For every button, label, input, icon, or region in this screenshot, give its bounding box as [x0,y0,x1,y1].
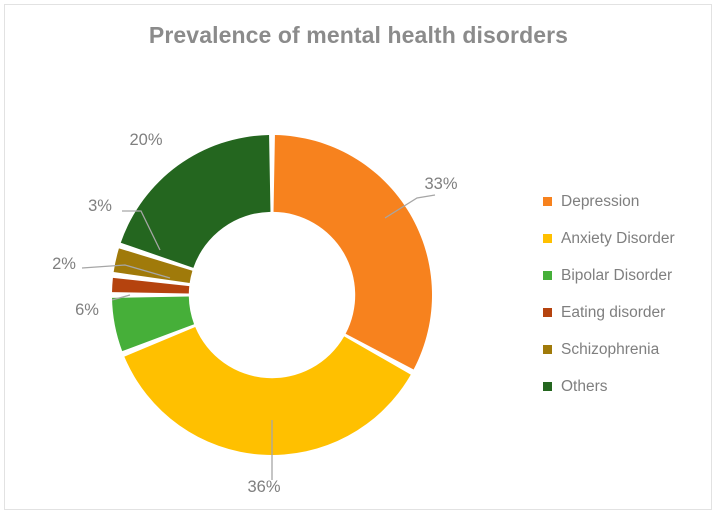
legend-item-label: Depression [561,192,640,210]
doughnut-slice[interactable] [273,135,432,370]
slice-data-label: 3% [88,197,112,215]
legend-swatch-icon [543,308,552,317]
chart-title: Prevalence of mental health disorders [148,22,569,48]
legend-item[interactable]: Others [543,368,703,405]
chart-legend: Depression Anxiety Disorder Bipolar Disord… [543,183,703,405]
legend-item-label: Bipolar Disorder [561,266,673,284]
legend-swatch-icon [543,197,552,206]
slice-data-label: 6% [75,301,99,319]
legend-swatch-icon [543,382,552,391]
leader-line [122,210,161,251]
slice-data-label: 20% [129,131,162,149]
legend-item[interactable]: Bipolar Disorder [543,257,703,294]
legend-item-label: Eating disorder [561,303,666,321]
doughnut-slice[interactable] [112,296,195,352]
slice-data-label: 2% [52,255,76,273]
doughnut-slice[interactable] [112,277,190,294]
legend-item-label: Schizophrenia [561,340,660,358]
leader-line [81,264,171,279]
leader-line-group [81,194,436,480]
legend-item[interactable]: Eating disorder [543,294,703,331]
legend-item-label: Others [561,377,608,395]
legend-item[interactable]: Anxiety Disorder [543,220,703,257]
legend-swatch-icon [543,271,552,280]
leader-line [384,194,436,219]
doughnut-slice[interactable] [120,135,271,268]
leader-line [111,294,131,301]
doughnut-slice-group [112,135,432,455]
doughnut-slice[interactable] [124,327,411,455]
legend-item[interactable]: Schizophrenia [543,331,703,368]
legend-item-label: Anxiety Disorder [561,229,675,247]
legend-item[interactable]: Depression [543,183,703,220]
doughnut-slice[interactable] [113,248,193,284]
slice-data-label: 36% [247,478,280,496]
data-label-group: 33% 36% 6% 2% 3% 20% [52,131,458,496]
legend-swatch-icon [543,345,552,354]
legend-swatch-icon [543,234,552,243]
slice-data-label: 33% [424,175,457,193]
